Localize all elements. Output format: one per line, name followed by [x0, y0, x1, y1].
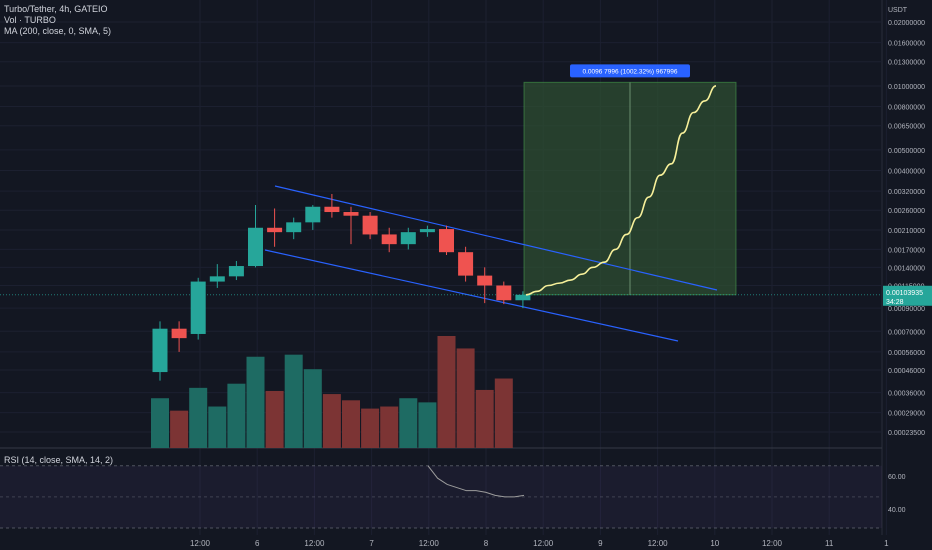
- time-tick-label: 6: [255, 539, 260, 548]
- candle-body: [209, 276, 225, 282]
- rsi-line: [427, 465, 525, 498]
- candle-body: [190, 281, 206, 334]
- time-tick-label: 12:00: [419, 539, 440, 548]
- price-tick-label: 0.00320000: [888, 189, 925, 196]
- volume-bar: [399, 398, 418, 448]
- candle-body: [458, 252, 474, 276]
- ma-legend[interactable]: MA (200, close, 0, SMA, 5): [4, 26, 112, 36]
- candle-body: [305, 206, 321, 223]
- candle-body: [439, 229, 454, 253]
- candle-body: [362, 215, 378, 235]
- rsi-tick-label: 40.00: [888, 507, 906, 514]
- price-tick-label: 0.00170000: [888, 247, 925, 254]
- channel-lower-line: [264, 249, 679, 342]
- price-tick-label: 0.01000000: [888, 84, 925, 91]
- volume-bar: [494, 378, 513, 448]
- candle-body: [267, 227, 283, 233]
- price-tick-label: 0.01600000: [888, 41, 925, 48]
- rsi-band: [0, 465, 882, 528]
- price-tick-label: 0.01300000: [888, 60, 925, 67]
- candle-body: [419, 229, 435, 233]
- price-tick-label: 0.00046000: [888, 368, 925, 375]
- chart-legend: Turbo/Tether, 4h, GATEIO Vol · TURBO MA …: [4, 4, 111, 37]
- volume-bar: [170, 410, 189, 448]
- time-tick-label: 12:00: [648, 539, 669, 548]
- price-tick-label: 0.00210000: [888, 228, 925, 235]
- time-tick-label: 12:00: [533, 539, 554, 548]
- time-tick-label: 12:00: [762, 539, 783, 548]
- price-tick-label: 0.00023500: [888, 430, 925, 437]
- volume-bar: [475, 389, 494, 448]
- volume-bar: [303, 369, 322, 448]
- time-tick-label: 9: [598, 539, 603, 548]
- price-tick-label: 0.00400000: [888, 168, 925, 175]
- price-tag-value: 0.00103935: [886, 290, 923, 297]
- rsi-tick-label: 60.00: [888, 474, 906, 481]
- volume-bar: [208, 406, 227, 448]
- volume-bar: [189, 387, 208, 448]
- time-tick-label: 8: [484, 539, 489, 548]
- candle-body: [515, 294, 531, 301]
- candle-body: [381, 234, 397, 245]
- volume-bar: [342, 400, 360, 448]
- symbol-label[interactable]: Turbo/Tether, 4h, GATEIO: [4, 4, 108, 14]
- price-tick-label: 0.00036000: [888, 391, 925, 398]
- volume-legend[interactable]: Vol · TURBO: [4, 15, 56, 25]
- measure-label: 0.0096 7996 (1002.32%) 967996: [582, 68, 677, 75]
- candle-body: [400, 232, 416, 245]
- price-tick-label: 0.00029000: [888, 411, 925, 418]
- volume-bar: [380, 406, 399, 448]
- price-tag-bg: [883, 285, 932, 306]
- rsi-legend[interactable]: RSI (14, close, SMA, 14, 2): [4, 455, 114, 465]
- time-tick-label: 11: [825, 539, 834, 548]
- measure-label-bg: [570, 64, 690, 78]
- price-tick-label: 0.00650000: [888, 124, 925, 131]
- candle-body: [171, 328, 187, 339]
- candle-body: [324, 206, 340, 213]
- price-tick-label: 0.00056000: [888, 350, 925, 357]
- volume-bar: [418, 402, 437, 448]
- volume-bar: [265, 390, 284, 448]
- time-tick-label: 1: [884, 539, 889, 548]
- candle-body: [248, 227, 263, 267]
- volume-bar: [246, 356, 265, 448]
- volume-bar: [437, 336, 456, 448]
- time-tick-label: 7: [369, 539, 374, 548]
- time-tick-label: 10: [710, 539, 719, 548]
- channel-upper-line: [274, 185, 718, 291]
- candle-body: [152, 328, 168, 373]
- price-tick-label: 0.00260000: [888, 208, 925, 215]
- price-axis-unit: USDT: [888, 7, 908, 14]
- price-tag-countdown: 34:28: [886, 299, 904, 306]
- price-tick-label: 0.00140000: [888, 265, 925, 272]
- candle-body: [286, 222, 302, 233]
- volume-bar: [151, 398, 169, 448]
- price-tick-label: 0.00500000: [888, 148, 925, 155]
- candle-body: [343, 212, 359, 216]
- candle-body: [477, 275, 493, 286]
- price-tick-label: 0.00800000: [888, 105, 925, 112]
- time-tick-label: 12:00: [190, 539, 211, 548]
- candle-body: [496, 285, 512, 301]
- price-tick-label: 0.02000000: [888, 20, 925, 27]
- volume-bar: [227, 383, 246, 448]
- price-tick-label: 0.00070000: [888, 329, 925, 336]
- volume-bar: [322, 394, 341, 448]
- time-tick-label: 12:00: [304, 539, 325, 548]
- projection-path: [525, 85, 717, 296]
- candle-body: [228, 266, 244, 277]
- volume-bar: [361, 408, 380, 448]
- volume-bar: [284, 354, 303, 448]
- volume-bar: [456, 348, 475, 448]
- price-tick-label: 0.00090000: [888, 306, 925, 313]
